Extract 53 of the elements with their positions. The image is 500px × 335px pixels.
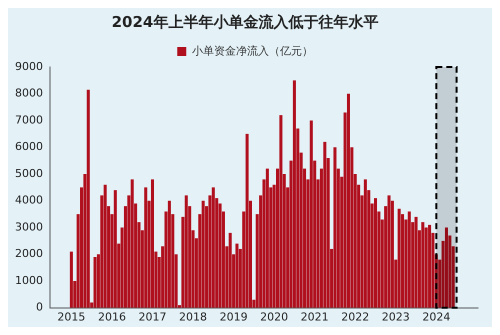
bar bbox=[310, 120, 313, 308]
bar bbox=[364, 179, 367, 308]
bar bbox=[114, 190, 117, 308]
bar bbox=[333, 147, 336, 308]
x-tick-label: 2017 bbox=[138, 310, 166, 324]
y-tick-label: 2000 bbox=[14, 247, 43, 260]
bar bbox=[414, 216, 418, 308]
bar bbox=[184, 195, 188, 308]
bar bbox=[398, 208, 401, 308]
y-tick-label: 8000 bbox=[14, 86, 43, 100]
bar bbox=[428, 224, 432, 308]
bar bbox=[266, 168, 269, 308]
x-tick-label: 2022 bbox=[341, 310, 370, 324]
bar bbox=[292, 80, 296, 308]
bar bbox=[104, 184, 107, 308]
bar bbox=[144, 187, 148, 308]
bar bbox=[346, 94, 350, 308]
y-tick-label: 3000 bbox=[14, 220, 43, 234]
bar bbox=[212, 187, 215, 308]
bar bbox=[86, 90, 90, 308]
x-tick-label: 2015 bbox=[57, 310, 86, 324]
bar bbox=[246, 134, 249, 308]
bar bbox=[444, 228, 448, 308]
x-tick-label: 2018 bbox=[179, 310, 208, 324]
bar bbox=[421, 222, 424, 308]
bar bbox=[388, 195, 391, 308]
bar bbox=[408, 211, 411, 308]
bar bbox=[279, 115, 282, 308]
chart-title: 2024年上半年小单金流入低于往年水平 bbox=[112, 12, 378, 31]
x-tick-label: 2020 bbox=[260, 310, 288, 324]
y-tick-label: 5000 bbox=[14, 166, 43, 180]
y-tick-label: 4000 bbox=[14, 194, 43, 207]
bar bbox=[94, 256, 97, 308]
bar bbox=[130, 179, 134, 308]
y-tick-label: 0 bbox=[36, 300, 43, 314]
x-tick-label: 2024 bbox=[422, 310, 450, 324]
y-tick-label: 6000 bbox=[14, 140, 43, 154]
bar bbox=[228, 232, 232, 308]
legend-label: 小单资金净流入（亿元） bbox=[192, 44, 313, 58]
bar bbox=[202, 200, 205, 308]
bar bbox=[323, 142, 326, 308]
bar bbox=[150, 179, 154, 308]
y-tick-label: 7000 bbox=[14, 113, 43, 126]
y-tick-label: 1000 bbox=[14, 274, 43, 287]
x-tick-label: 2019 bbox=[220, 310, 248, 324]
bar bbox=[374, 198, 378, 308]
x-tick-label: 2016 bbox=[98, 310, 126, 324]
x-tick-label: 2023 bbox=[382, 310, 410, 324]
x-tick-label: 2021 bbox=[300, 310, 329, 324]
y-tick-label: 9000 bbox=[14, 60, 43, 73]
bar bbox=[70, 252, 73, 308]
bar bbox=[168, 200, 171, 308]
bar bbox=[235, 244, 238, 308]
